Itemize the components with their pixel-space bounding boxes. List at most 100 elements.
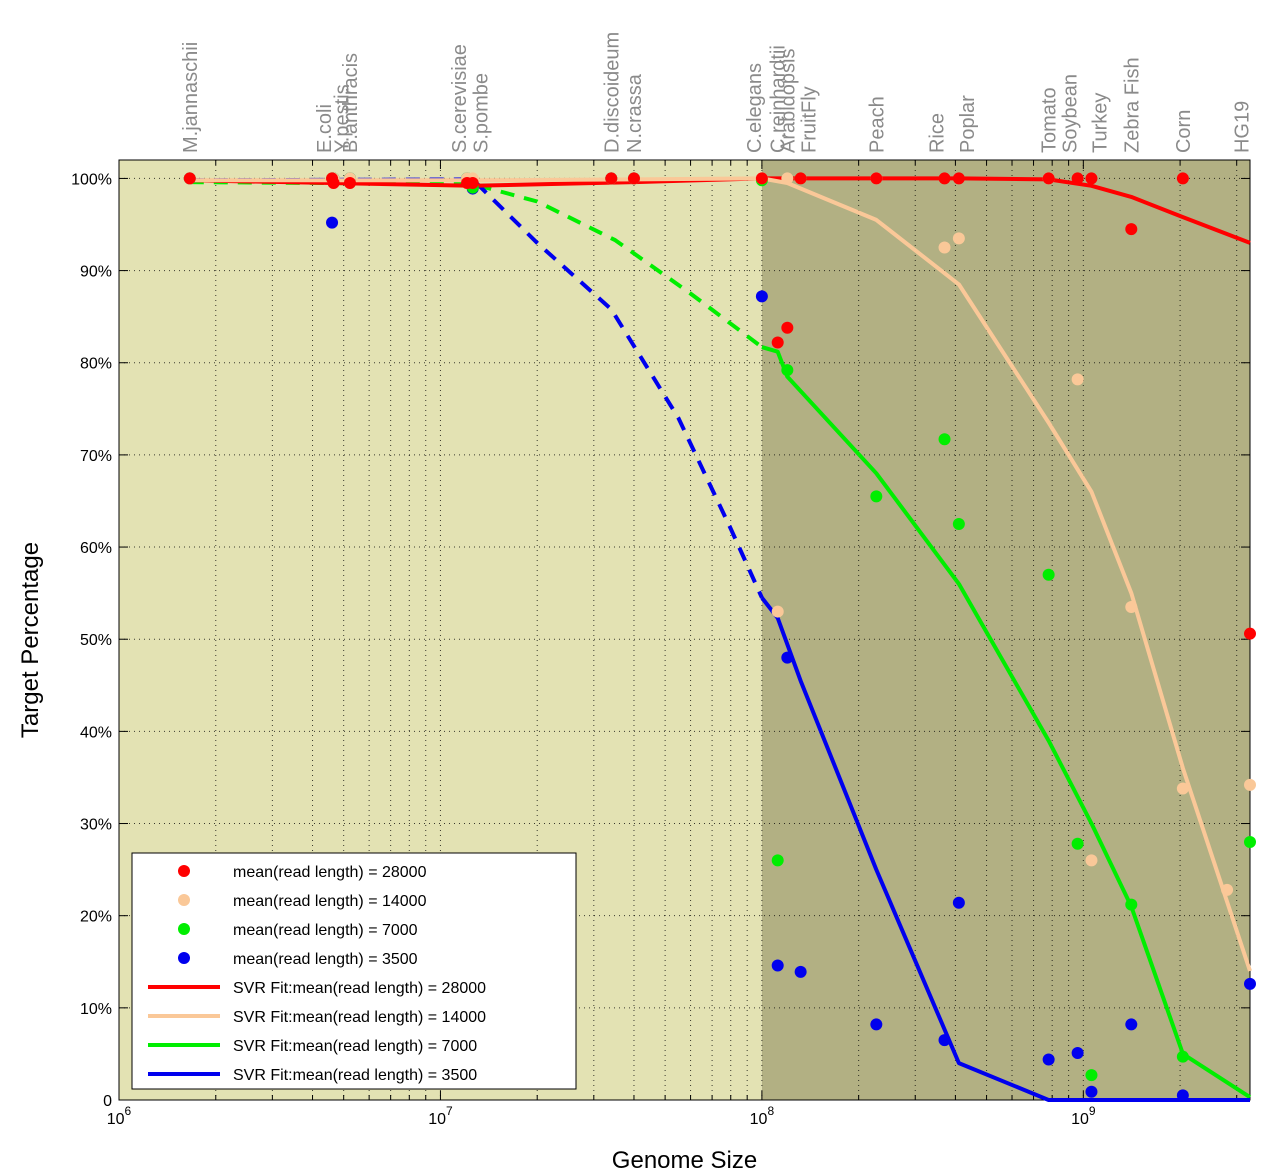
- organism-label: Arabidopsis: [777, 48, 799, 153]
- data-point: [1085, 172, 1098, 185]
- organism-label: Turkey: [1089, 93, 1111, 153]
- organism-label: N.crassa: [624, 73, 646, 153]
- organism-label: Y.pestis: [332, 84, 354, 153]
- data-point: [1071, 1047, 1084, 1059]
- x-tick-label: 108: [750, 1104, 775, 1128]
- data-point: [781, 651, 794, 664]
- organism-label: C.elegans: [744, 63, 766, 153]
- data-point: [1244, 835, 1256, 848]
- y-tick-label: 90%: [80, 264, 112, 281]
- organism-label: Poplar: [957, 95, 979, 153]
- data-point: [1085, 1069, 1098, 1082]
- organism-label: Zebra Fish: [1121, 57, 1143, 153]
- data-point: [326, 216, 339, 229]
- organism-label: B.anthracis: [340, 53, 362, 153]
- data-point: [952, 172, 965, 185]
- y-tick-label: 30%: [80, 817, 112, 834]
- organism-label: Peach: [866, 96, 888, 153]
- organism-label: FruitFly: [799, 86, 821, 153]
- legend-box: [131, 852, 577, 1090]
- data-point: [1244, 778, 1256, 791]
- data-point: [870, 1018, 883, 1031]
- data-point: [1125, 223, 1138, 236]
- data-point: [327, 177, 340, 190]
- x-tick-label: 106: [107, 1104, 132, 1128]
- organism-label: E.coli: [314, 104, 336, 153]
- organism-label: S.cerevisiae: [449, 44, 471, 153]
- data-point: [771, 336, 784, 349]
- data-point: [1071, 172, 1084, 185]
- legend: mean(read length) = 28000 mean(read lengt…: [131, 852, 577, 1090]
- data-point: [1042, 568, 1055, 581]
- data-point: [1125, 898, 1138, 911]
- x-tick-label: 107: [428, 1104, 453, 1128]
- organism-label: Rice: [927, 113, 949, 153]
- data-point: [1176, 172, 1189, 185]
- data-point: [952, 896, 965, 909]
- data-point: [781, 364, 794, 377]
- data-point: [771, 605, 784, 618]
- data-point: [870, 490, 883, 503]
- y-tick-label: 70%: [80, 448, 112, 465]
- data-point: [938, 433, 951, 446]
- legend-label: mean(read length) = 7000: [233, 922, 418, 939]
- data-point: [755, 290, 768, 303]
- dashed-fit-line: [189, 180, 764, 349]
- data-point: [466, 177, 479, 190]
- data-point: [1176, 1089, 1189, 1102]
- data-point: [1176, 782, 1189, 795]
- legend-marker: [178, 923, 190, 935]
- data-point: [938, 172, 951, 185]
- legend-label: mean(read length) = 14000: [233, 893, 427, 910]
- legend-label: SVR Fit:mean(read length) = 7000: [233, 1038, 477, 1055]
- y-tick-label: 60%: [80, 540, 112, 557]
- y-tick-label: 10%: [80, 1001, 112, 1018]
- data-point: [627, 172, 640, 185]
- data-point: [781, 172, 794, 185]
- y-tick-label: 100%: [71, 171, 112, 188]
- y-tick-label: 0: [103, 1093, 112, 1110]
- y-axis-title: Target Percentage: [17, 542, 44, 738]
- legend-marker: [178, 865, 190, 877]
- data-point: [605, 172, 618, 185]
- data-point: [1071, 373, 1084, 386]
- data-point: [794, 965, 807, 978]
- legend-label: SVR Fit:mean(read length) = 3500: [233, 1067, 477, 1084]
- data-point: [1176, 1050, 1189, 1063]
- organism-label: M.jannaschii: [180, 42, 202, 153]
- data-point: [1221, 883, 1234, 896]
- data-point: [1125, 1018, 1138, 1031]
- legend-marker: [178, 894, 190, 906]
- organism-label: Soybean: [1060, 74, 1082, 153]
- data-point: [781, 321, 794, 334]
- organism-label: Tomato: [1039, 87, 1061, 153]
- data-point: [1071, 837, 1084, 850]
- legend-label: SVR Fit:mean(read length) = 28000: [233, 980, 486, 997]
- data-points: [183, 172, 1256, 1102]
- dashed-fit-line: [189, 177, 764, 599]
- data-point: [870, 172, 883, 185]
- data-point: [794, 172, 807, 185]
- y-tick-label: 50%: [80, 632, 112, 649]
- legend-label: SVR Fit:mean(read length) = 14000: [233, 1009, 486, 1026]
- data-point: [771, 854, 784, 867]
- background-region: [761, 160, 1250, 1100]
- organism-label: S.pombe: [471, 73, 493, 153]
- data-point: [1085, 1085, 1098, 1098]
- legend-marker: [178, 952, 190, 964]
- svr-fit-line: [761, 345, 1252, 1099]
- data-point: [771, 959, 784, 972]
- organism-label: HG19: [1231, 101, 1253, 153]
- data-point: [1085, 854, 1098, 867]
- y-tick-label: 80%: [80, 356, 112, 373]
- data-point: [1244, 977, 1256, 990]
- data-point: [183, 172, 196, 185]
- svr-fit-line: [760, 596, 1250, 1102]
- x-tick-label: 109: [1071, 1104, 1096, 1128]
- legend-label: mean(read length) = 3500: [233, 951, 418, 968]
- data-point: [1244, 627, 1256, 640]
- data-point: [1042, 172, 1055, 185]
- y-tick-label: 20%: [80, 909, 112, 926]
